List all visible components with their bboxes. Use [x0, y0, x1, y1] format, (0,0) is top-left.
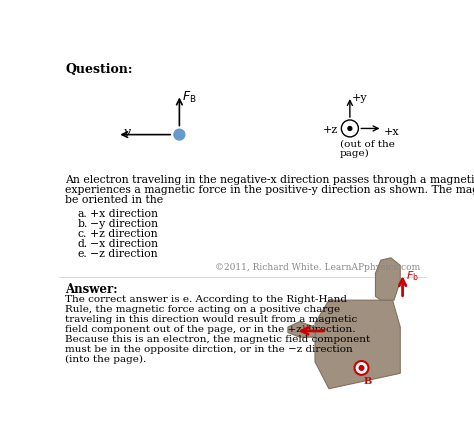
- Text: ©2011, Richard White. LearnAPphysics.com: ©2011, Richard White. LearnAPphysics.com: [215, 263, 420, 272]
- Text: traveling in this direction would result from a magnetic: traveling in this direction would result…: [65, 315, 358, 324]
- Text: The correct answer is e. According to the Right-Hand: The correct answer is e. According to th…: [65, 295, 347, 304]
- Text: a.: a.: [78, 208, 88, 219]
- Polygon shape: [288, 322, 315, 337]
- Text: v: v: [302, 323, 308, 333]
- Text: Question:: Question:: [65, 63, 133, 76]
- Text: e.: e.: [78, 249, 88, 258]
- Text: +z direction: +z direction: [90, 228, 158, 238]
- Text: −x direction: −x direction: [90, 238, 158, 249]
- Text: +z: +z: [323, 125, 338, 135]
- Text: (into the page).: (into the page).: [65, 355, 146, 364]
- Text: d.: d.: [78, 238, 88, 249]
- Text: b.: b.: [78, 219, 88, 228]
- Circle shape: [348, 126, 352, 130]
- Text: page): page): [340, 148, 370, 158]
- Circle shape: [174, 129, 185, 140]
- Text: An electron traveling in the negative-x direction passes through a magnetic fiel: An electron traveling in the negative-x …: [65, 176, 474, 185]
- Text: v: v: [124, 126, 131, 139]
- Text: c.: c.: [78, 228, 87, 238]
- Text: Because this is an electron, the magnetic field component: Because this is an electron, the magneti…: [65, 335, 371, 344]
- Circle shape: [355, 361, 368, 375]
- Circle shape: [341, 120, 358, 137]
- Text: must be in the opposite dirction, or in the −z direction: must be in the opposite dirction, or in …: [65, 345, 353, 354]
- Text: be oriented in the: be oriented in the: [65, 195, 164, 206]
- Text: +x direction: +x direction: [90, 208, 158, 219]
- Polygon shape: [375, 258, 400, 300]
- Text: $F_\mathrm{b}$: $F_\mathrm{b}$: [406, 269, 419, 283]
- Circle shape: [359, 366, 364, 370]
- Text: +y: +y: [352, 93, 368, 103]
- Text: Rule, the magnetic force acting on a positive charge: Rule, the magnetic force acting on a pos…: [65, 305, 341, 314]
- Text: −y direction: −y direction: [90, 219, 158, 228]
- Text: +x: +x: [384, 126, 400, 137]
- Text: $F_\mathrm{B}$: $F_\mathrm{B}$: [182, 90, 197, 105]
- Text: Answer:: Answer:: [65, 283, 118, 296]
- Polygon shape: [315, 300, 400, 389]
- Text: field component out of the page, or in the +z direction.: field component out of the page, or in t…: [65, 325, 356, 334]
- Text: (out of the: (out of the: [340, 139, 395, 148]
- Text: −z direction: −z direction: [90, 249, 158, 258]
- Text: experiences a magnetic force in the positive-y direction as shown. The magnetic : experiences a magnetic force in the posi…: [65, 185, 474, 195]
- Text: B: B: [364, 377, 372, 386]
